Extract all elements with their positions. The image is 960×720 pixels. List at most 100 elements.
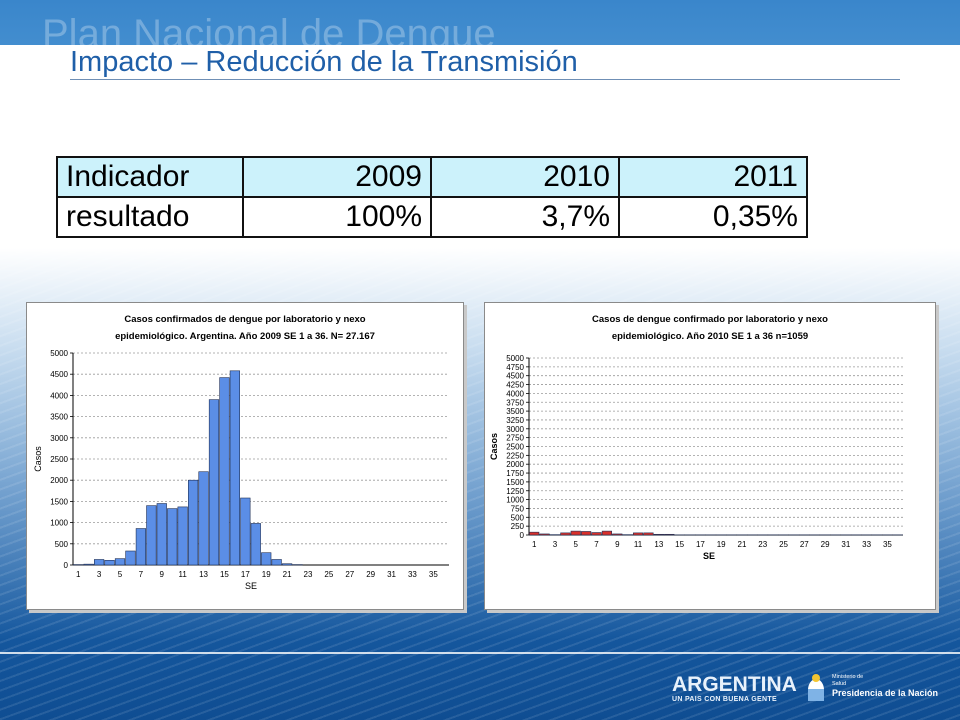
x-tick-label: 29 <box>821 540 830 549</box>
y-axis-label: Casos <box>33 446 43 472</box>
x-tick-label: 19 <box>262 570 271 579</box>
ministry-logo: Ministerio de Salud Presidencia de la Na… <box>832 674 938 699</box>
x-tick-label: 31 <box>387 570 396 579</box>
x-tick-label: 19 <box>717 540 726 549</box>
title-band <box>0 45 960 83</box>
slide-title: Impacto – Reducción de la Transmisión <box>70 46 578 78</box>
bar-se-14 <box>208 399 220 566</box>
x-tick-label: 7 <box>594 540 599 549</box>
x-tick-label: 27 <box>345 570 354 579</box>
chart-2009: Casos confirmados de dengue por laborato… <box>33 314 449 591</box>
x-tick-label: 31 <box>841 540 850 549</box>
bar-se-20 <box>271 559 282 566</box>
x-tick-label: 17 <box>696 540 705 549</box>
y-tick-label: 2250 <box>506 451 524 460</box>
y-tick-label: 1000 <box>50 519 68 528</box>
x-tick-label: 7 <box>139 570 144 579</box>
y-tick-label: 2500 <box>506 443 524 452</box>
y-tick-label: 4500 <box>50 370 68 379</box>
y-tick-label: 0 <box>64 561 69 570</box>
bar-se-1 <box>529 531 540 536</box>
chart-title-line-2: epidemiológico. Año 2010 SE 1 a 36 n=105… <box>612 331 808 342</box>
x-tick-label: 1 <box>76 570 81 579</box>
x-tick-label: 25 <box>779 540 788 549</box>
x-tick-label: 17 <box>241 570 250 579</box>
y-axis-label: Casos <box>489 433 499 460</box>
bar-se-8 <box>601 530 612 536</box>
presidency-text: Presidencia de la Nación <box>832 688 939 698</box>
x-tick-label: 5 <box>574 540 579 549</box>
bar-se-12 <box>643 532 654 536</box>
x-tick-label: 33 <box>408 570 417 579</box>
bar-se-14 <box>664 533 675 536</box>
y-tick-label: 3750 <box>506 398 524 407</box>
chart-title-line-1: Casos de dengue confirmado por laborator… <box>592 314 828 325</box>
y-tick-label: 4000 <box>506 389 524 398</box>
chart-2010: Casos de dengue confirmado por laborator… <box>489 314 903 561</box>
x-tick-label: 9 <box>615 540 620 549</box>
y-tick-label: 3500 <box>506 407 524 416</box>
title-underline <box>70 79 900 80</box>
bar-se-16 <box>229 370 240 566</box>
chart-2009-panel: Casos confirmados de dengue por laborato… <box>26 302 464 610</box>
x-tick-label: 13 <box>654 540 663 549</box>
bar-se-17 <box>240 497 251 566</box>
bar-se-15 <box>219 377 230 566</box>
y-tick-label: 2500 <box>50 455 68 464</box>
y-tick-label: 5000 <box>506 354 524 363</box>
x-tick-label: 35 <box>883 540 892 549</box>
x-axis-label: SE <box>245 581 257 591</box>
y-tick-label: 4500 <box>506 372 524 381</box>
y-tick-label: 500 <box>55 540 69 549</box>
x-tick-label: 23 <box>758 540 767 549</box>
bar-se-4 <box>104 560 115 566</box>
x-tick-label: 35 <box>429 570 438 579</box>
y-tick-label: 500 <box>511 513 525 522</box>
y-tick-label: 2000 <box>506 460 524 469</box>
x-tick-label: 21 <box>738 540 747 549</box>
x-tick-label: 23 <box>304 570 313 579</box>
x-tick-label: 33 <box>862 540 871 549</box>
y-tick-label: 750 <box>511 504 525 513</box>
ministry-line2: Salud <box>832 681 847 687</box>
y-tick-label: 2000 <box>50 476 68 485</box>
x-axis-label: SE <box>703 551 715 561</box>
x-tick-label: 13 <box>199 570 208 579</box>
y-tick-label: 5000 <box>50 349 68 358</box>
row-cell-2009: 100% <box>242 196 432 238</box>
bar-se-6 <box>581 531 592 536</box>
coat-of-arms-icon <box>808 674 824 701</box>
bar-se-8 <box>146 505 157 566</box>
bar-se-11 <box>633 532 644 536</box>
y-tick-label: 250 <box>511 522 525 531</box>
chart-title-line-1: Casos confirmados de dengue por laborato… <box>124 314 365 325</box>
y-tick-label: 0 <box>520 531 525 540</box>
logo-text: ARGENTINA <box>672 673 797 696</box>
bar-se-9 <box>156 503 167 566</box>
footer-divider <box>0 652 960 654</box>
bar-se-3 <box>94 559 105 566</box>
y-tick-label: 1500 <box>506 478 524 487</box>
bar-se-5 <box>114 558 126 566</box>
y-tick-label: 3000 <box>506 425 524 434</box>
y-tick-label: 2750 <box>506 434 524 443</box>
x-tick-label: 3 <box>97 570 102 579</box>
table-row: resultado 100% 3,7% 0,35% <box>56 196 808 238</box>
x-tick-label: 27 <box>800 540 809 549</box>
bar-se-6 <box>125 550 136 566</box>
x-tick-label: 25 <box>324 570 333 579</box>
bar-se-7 <box>135 528 146 566</box>
y-tick-label: 1000 <box>506 496 524 505</box>
y-tick-label: 1250 <box>506 487 524 496</box>
x-tick-label: 11 <box>634 540 643 549</box>
x-tick-label: 21 <box>283 570 292 579</box>
y-tick-label: 3250 <box>506 416 524 425</box>
argentina-logo: ARGENTINA UN PAIS CON BUENA GENTE <box>672 673 797 704</box>
bar-se-12 <box>188 479 199 566</box>
header-cell-2011: 2011 <box>618 156 808 198</box>
y-tick-label: 3500 <box>50 413 68 422</box>
y-tick-label: 4750 <box>506 363 524 372</box>
y-tick-label: 3000 <box>50 434 68 443</box>
x-tick-label: 5 <box>118 570 123 579</box>
row-cell-label: resultado <box>56 196 244 238</box>
